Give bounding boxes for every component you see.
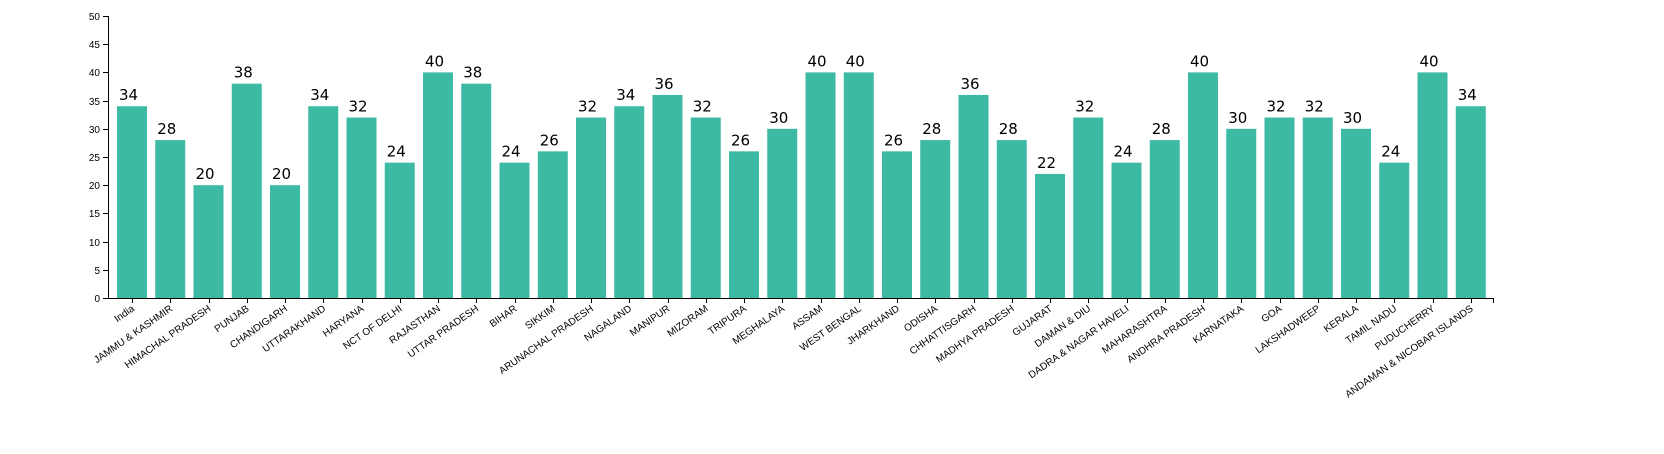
bar-value-label: 28 bbox=[157, 120, 176, 138]
bar-value-label: 24 bbox=[1381, 143, 1400, 161]
bar-value-label: 32 bbox=[1305, 98, 1324, 116]
bar-value-label: 32 bbox=[1075, 98, 1094, 116]
bar bbox=[1302, 117, 1333, 299]
bar bbox=[767, 128, 798, 298]
bar bbox=[843, 72, 874, 299]
bar bbox=[270, 185, 300, 298]
bar-value-label: 32 bbox=[1267, 98, 1286, 116]
bar bbox=[461, 83, 492, 299]
y-tick-label: 20 bbox=[89, 181, 101, 192]
bar-value-label: 30 bbox=[1228, 109, 1247, 127]
x-tick-label: ASSAM bbox=[790, 303, 825, 332]
bar bbox=[346, 117, 377, 299]
bar-value-label: 32 bbox=[693, 98, 712, 116]
bar-value-label: 28 bbox=[922, 120, 941, 138]
x-tick-label: GOA bbox=[1260, 303, 1285, 325]
bar bbox=[690, 117, 721, 299]
y-tick-label: 40 bbox=[89, 68, 101, 79]
bar bbox=[1149, 140, 1180, 298]
bar bbox=[576, 117, 606, 299]
bar bbox=[1379, 162, 1410, 298]
bar bbox=[155, 140, 186, 298]
bar-value-label: 28 bbox=[999, 120, 1018, 138]
y-tick-label: 45 bbox=[89, 40, 101, 51]
y-tick-label: 0 bbox=[94, 294, 100, 305]
bar-value-label: 34 bbox=[1458, 86, 1477, 104]
bar bbox=[1035, 173, 1065, 298]
bar-value-label: 34 bbox=[119, 86, 138, 104]
bar bbox=[1417, 72, 1448, 299]
bar-value-label: 36 bbox=[961, 75, 980, 93]
bar bbox=[729, 151, 759, 298]
bar bbox=[1226, 128, 1257, 298]
x-tick-label: BIHAR bbox=[488, 303, 519, 330]
bar bbox=[117, 106, 147, 299]
bar bbox=[1264, 117, 1295, 299]
bar bbox=[882, 151, 912, 298]
bar-value-label: 40 bbox=[808, 52, 827, 70]
bar-value-label: 38 bbox=[463, 64, 482, 82]
bar bbox=[996, 140, 1027, 298]
x-tick-label: India bbox=[113, 303, 137, 325]
bar-value-label: 40 bbox=[1190, 52, 1209, 70]
y-tick-label: 5 bbox=[94, 266, 100, 277]
bar bbox=[805, 72, 836, 299]
bar-value-label: 28 bbox=[1152, 120, 1171, 138]
bars bbox=[117, 72, 1486, 299]
bar bbox=[193, 185, 224, 298]
bar bbox=[308, 106, 339, 299]
x-tick-label: LAKSHADWEEP bbox=[1254, 303, 1323, 356]
bar-value-label: 30 bbox=[1343, 109, 1362, 127]
bar-value-label: 38 bbox=[234, 64, 253, 82]
bar bbox=[384, 162, 415, 298]
y-tick-label: 50 bbox=[89, 12, 101, 23]
bar bbox=[614, 106, 645, 299]
bar-value-label: 24 bbox=[502, 143, 521, 161]
bar-value-label: 40 bbox=[1420, 52, 1439, 70]
bar-value-label: 30 bbox=[769, 109, 788, 127]
bar bbox=[1188, 72, 1218, 299]
x-tick-label: MAHARASHTRA bbox=[1100, 303, 1169, 356]
bar-value-label: 32 bbox=[349, 98, 368, 116]
y-tick-label: 35 bbox=[89, 97, 101, 108]
value-labels: 34 28 20 38 20 34 32 24 40 38 24 26 32 34 36 32 26 30 40 40… bbox=[119, 52, 1477, 183]
bar bbox=[1455, 106, 1486, 299]
bar bbox=[423, 72, 453, 299]
y-tick-label: 10 bbox=[89, 238, 101, 249]
bar-value-label: 26 bbox=[540, 131, 559, 149]
y-tick-label: 30 bbox=[89, 125, 101, 136]
x-tick-label: SIKKIM bbox=[523, 303, 557, 331]
bar bbox=[652, 94, 683, 299]
bar bbox=[1341, 128, 1371, 298]
y-tick-label: 25 bbox=[89, 153, 101, 164]
bar bbox=[499, 162, 530, 298]
bar-value-label: 26 bbox=[884, 131, 903, 149]
bar-value-label: 40 bbox=[846, 52, 865, 70]
x-tick-label: MIZORAM bbox=[665, 303, 710, 339]
bar-value-label: 24 bbox=[387, 143, 406, 161]
x-tick-label: MANIPUR bbox=[628, 303, 672, 338]
bar bbox=[958, 94, 989, 299]
bar bbox=[231, 83, 262, 299]
bar bbox=[920, 140, 951, 298]
x-tick-label: CHHATTISGARH bbox=[908, 303, 978, 357]
bar-value-label: 26 bbox=[731, 131, 750, 149]
bar-value-label: 20 bbox=[272, 165, 291, 183]
bar bbox=[537, 151, 568, 298]
y-axis: 0 5 10 15 20 25 30 35 40 45 50 bbox=[89, 12, 109, 305]
bar-value-label: 34 bbox=[616, 86, 635, 104]
y-tick-label: 15 bbox=[89, 209, 101, 220]
bar-value-label: 20 bbox=[196, 165, 215, 183]
bar-value-label: 24 bbox=[1114, 143, 1133, 161]
bar-value-label: 40 bbox=[425, 52, 444, 70]
bar-value-label: 22 bbox=[1037, 154, 1056, 172]
bar-value-label: 32 bbox=[578, 98, 597, 116]
bar bbox=[1111, 162, 1142, 298]
bar bbox=[1073, 117, 1104, 299]
bar-value-label: 34 bbox=[310, 86, 329, 104]
bar-value-label: 36 bbox=[655, 75, 674, 93]
x-tick-label: UTTAR PRADESH bbox=[406, 303, 481, 360]
